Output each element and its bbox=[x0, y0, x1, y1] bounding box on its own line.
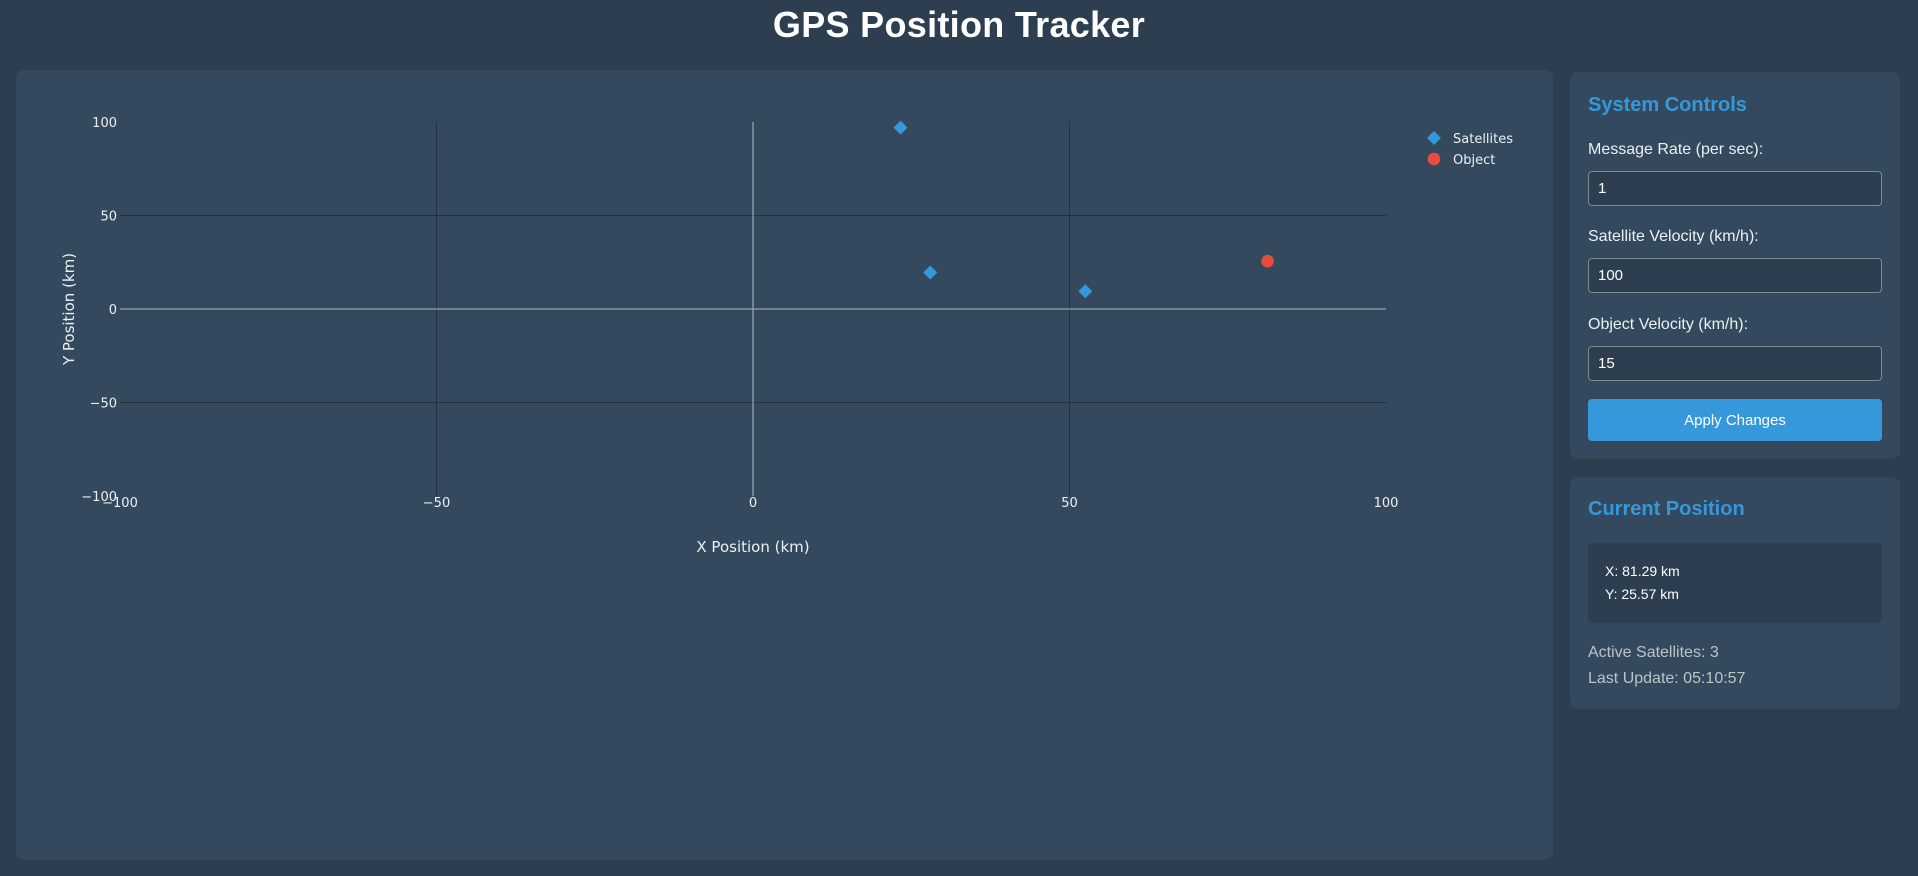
x-tick-label: −50 bbox=[423, 496, 450, 511]
object-velocity-label: Object Velocity (km/h): bbox=[1588, 316, 1749, 333]
object-legend-label: Object bbox=[1453, 153, 1495, 168]
system-controls-panel: System Controls Message Rate (per sec): … bbox=[1570, 72, 1900, 459]
satellites-point bbox=[893, 120, 908, 135]
message-rate-label: Message Rate (per sec): bbox=[1588, 141, 1764, 158]
page-title: GPS Position Tracker bbox=[772, 4, 1146, 45]
system-controls-title: System Controls bbox=[1588, 94, 1747, 116]
x-tick-label: 50 bbox=[1061, 496, 1078, 511]
x-coordinate: X: 81.29 km bbox=[1605, 563, 1680, 579]
last-update-time: Last Update: 05:10:57 bbox=[1588, 670, 1746, 687]
object-point bbox=[1261, 254, 1274, 268]
coordinates-box: X: 81.29 km Y: 25.57 km bbox=[1588, 543, 1882, 623]
satellite-velocity-input[interactable] bbox=[1588, 258, 1882, 293]
x-tick-label: 100 bbox=[1374, 496, 1399, 511]
x-axis-title: X Position (km) bbox=[696, 538, 809, 556]
y-tick-label: 0 bbox=[109, 303, 117, 318]
satellites-point bbox=[923, 265, 938, 280]
y-coordinate: Y: 25.57 km bbox=[1605, 586, 1679, 602]
y-tick-label: −50 bbox=[90, 397, 117, 412]
legend[interactable]: Satellites Object bbox=[1427, 131, 1513, 168]
active-satellites-count: Active Satellites: 3 bbox=[1588, 644, 1719, 661]
object-velocity-input[interactable] bbox=[1588, 346, 1882, 381]
satellites-point bbox=[1078, 284, 1093, 299]
satellites-legend-symbol bbox=[1427, 131, 1441, 145]
y-axis-title: Y Position (km) bbox=[60, 253, 78, 366]
satellites-legend-label: Satellites bbox=[1453, 132, 1513, 147]
message-rate-input[interactable] bbox=[1588, 171, 1882, 206]
y-tick-label: 100 bbox=[92, 116, 117, 131]
current-position-title: Current Position bbox=[1588, 498, 1745, 520]
object-legend-symbol bbox=[1427, 152, 1441, 166]
x-tick-label: −100 bbox=[102, 496, 138, 511]
y-tick-label: −100 bbox=[81, 490, 117, 505]
satellite-velocity-label: Satellite Velocity (km/h): bbox=[1588, 228, 1759, 245]
y-tick-label: 50 bbox=[100, 210, 117, 225]
marker-layer bbox=[893, 120, 1274, 299]
position-plot-svg[interactable]: −100 −50 0 50 100 −100 −50 0 50 100 Satellites Obj… bbox=[16, 70, 1553, 860]
position-plot[interactable]: −100 −50 0 50 100 −100 −50 0 50 100 Satellites Obj… bbox=[16, 70, 1553, 860]
axis-layer: −100 −50 0 50 100 −100 −50 0 50 100 bbox=[81, 116, 1398, 511]
current-position-panel: Current Position X: 81.29 km Y: 25.57 km… bbox=[1570, 477, 1900, 709]
apply-changes-button[interactable]: Apply Changes bbox=[1588, 399, 1882, 441]
x-tick-label: 0 bbox=[749, 496, 757, 511]
